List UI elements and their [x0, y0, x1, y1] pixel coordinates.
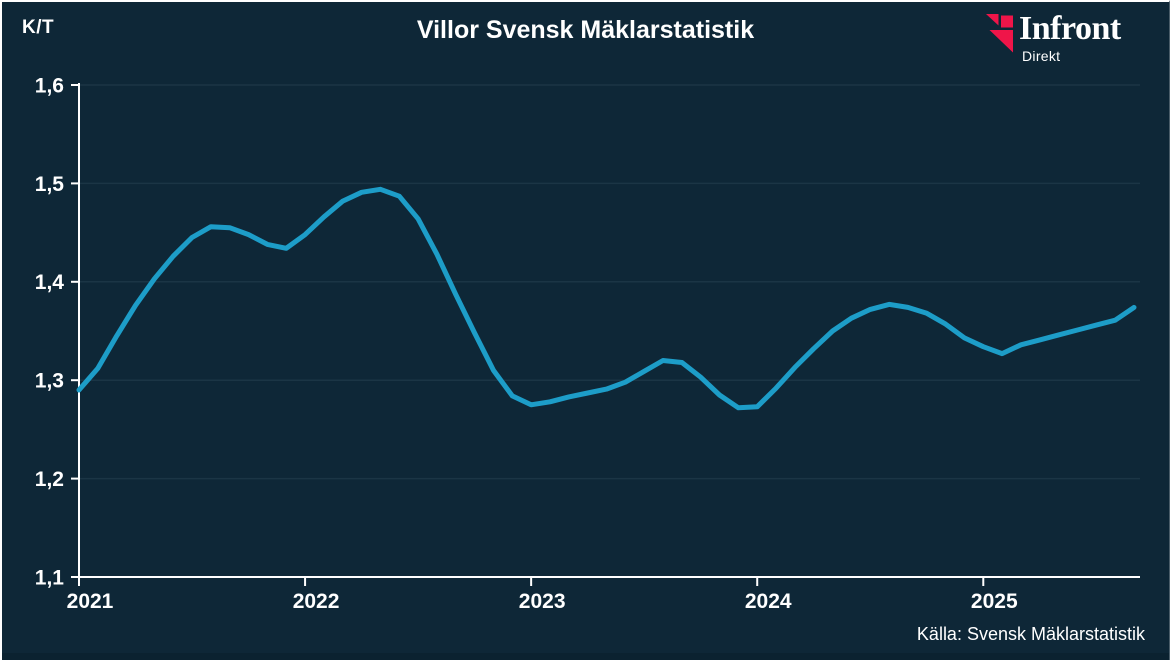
x-tick-label: 2024 [745, 590, 792, 613]
infront-logo: Infront Direkt [986, 11, 1121, 64]
y-tick-label: 1,5 [35, 173, 65, 196]
kt-price-line [76, 186, 1137, 411]
bottom-strip [2, 653, 1169, 660]
chart-title: Villor Svensk Mäklarstatistik [416, 16, 755, 44]
infront-logo-sub: Direkt [1022, 48, 1061, 64]
y-tick-label: 1,4 [35, 271, 65, 294]
y-tick-label: 1,3 [35, 370, 64, 393]
infront-logo-name: Infront [1019, 10, 1121, 47]
x-tick-label: 2021 [67, 590, 114, 613]
x-tick-label: 2022 [293, 590, 340, 613]
infront-logo-text: Infront Direkt [1019, 11, 1121, 64]
y-axis-unit-label: K/T [22, 17, 55, 38]
y-tick-label: 1,1 [35, 566, 65, 589]
x-tick-label: 2025 [971, 590, 1018, 613]
x-tick-label: 2023 [519, 590, 566, 613]
source-note: Källa: Svensk Mäklarstatistik [916, 624, 1145, 644]
y-tick-label: 1,6 [35, 74, 64, 97]
y-tick-label: 1,2 [35, 468, 64, 491]
infront-flag-icon [986, 14, 1013, 53]
